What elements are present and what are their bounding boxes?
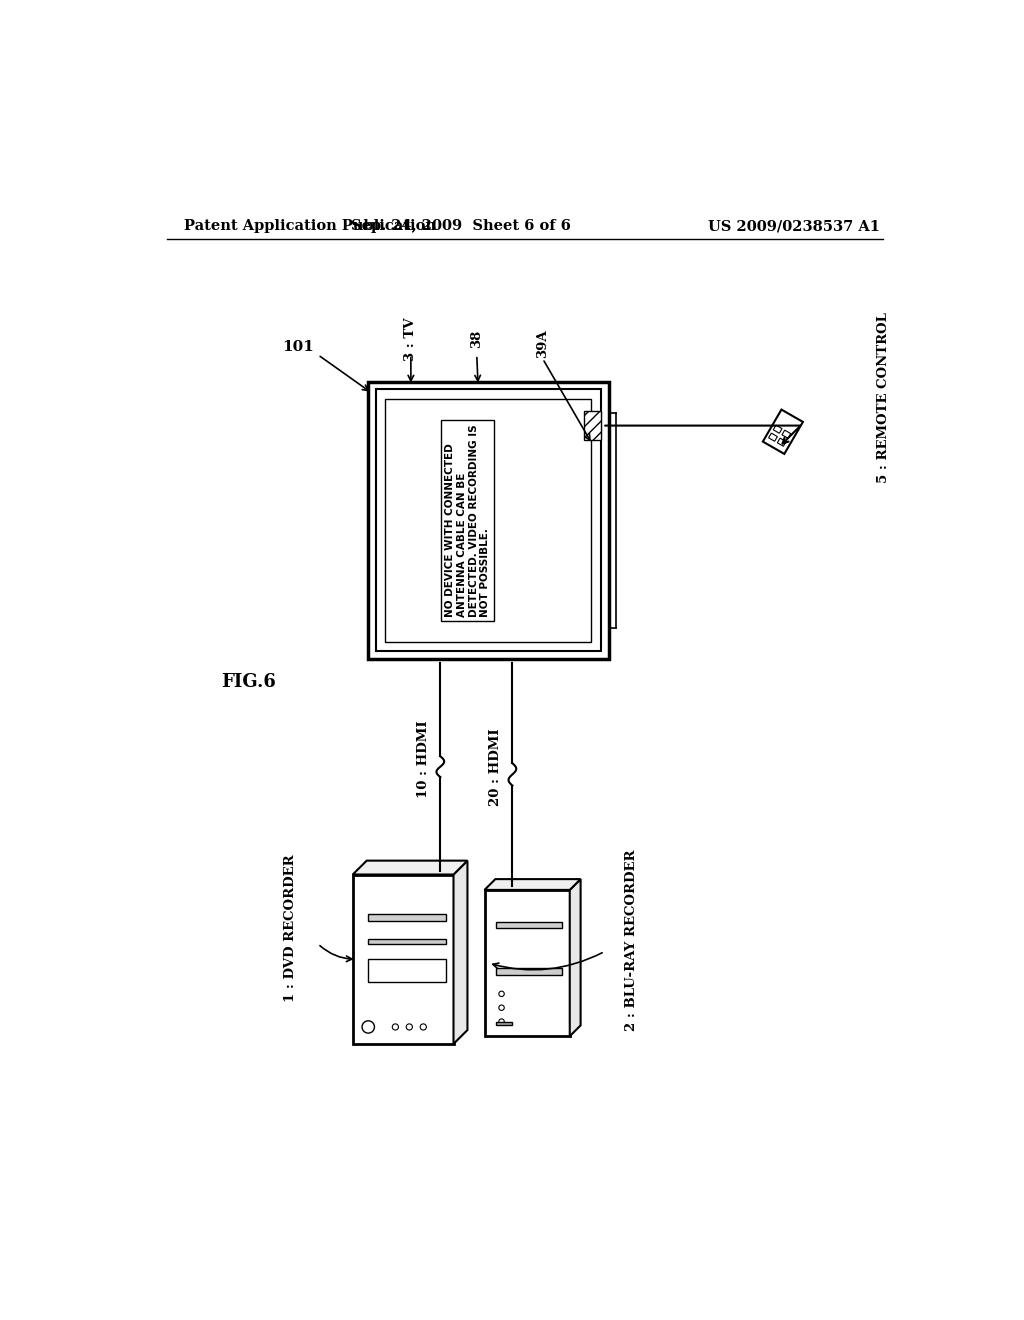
Circle shape (420, 1024, 426, 1030)
Text: 5 : REMOTE CONTROL: 5 : REMOTE CONTROL (878, 312, 890, 483)
Text: FIG.6: FIG.6 (221, 673, 275, 690)
Circle shape (499, 1019, 504, 1024)
Text: 1 : DVD RECORDER: 1 : DVD RECORDER (285, 854, 297, 1002)
Bar (352, 875, 454, 1044)
Bar (376, 389, 601, 651)
Circle shape (362, 1020, 375, 1034)
Bar (369, 381, 608, 659)
Text: 101: 101 (283, 341, 314, 354)
Text: 38: 38 (470, 330, 483, 348)
Text: NO DEVICE WITH CONNECTED
ANTENNA CABLE CAN BE
DETECTED. VIDEO RECORDING IS
NOT P: NO DEVICE WITH CONNECTED ANTENNA CABLE C… (445, 424, 490, 616)
Circle shape (407, 1024, 413, 1030)
Polygon shape (454, 861, 467, 1044)
Text: 10 : HDMI: 10 : HDMI (417, 721, 430, 797)
Text: Patent Application Publication: Patent Application Publication (183, 219, 436, 234)
Polygon shape (484, 879, 581, 890)
Text: 3 : TV: 3 : TV (404, 318, 418, 362)
Polygon shape (352, 861, 467, 875)
Bar (584, 411, 601, 441)
Circle shape (392, 1024, 398, 1030)
Bar (782, 430, 791, 438)
Bar (369, 940, 445, 944)
Text: 39A: 39A (537, 329, 549, 358)
Text: US 2009/0238537 A1: US 2009/0238537 A1 (709, 219, 881, 234)
Bar (369, 960, 445, 982)
Polygon shape (569, 879, 581, 1036)
Bar (496, 923, 562, 928)
Circle shape (499, 1005, 504, 1010)
Bar (484, 890, 569, 1036)
Text: 20 : HDMI: 20 : HDMI (488, 727, 502, 805)
Bar (369, 913, 445, 921)
Bar (385, 399, 592, 642)
Bar (763, 409, 803, 454)
Circle shape (499, 991, 504, 997)
Bar (496, 969, 562, 974)
Bar (496, 1022, 512, 1024)
Bar (773, 425, 782, 433)
Bar (777, 438, 786, 446)
Text: 2 : BLU-RAY RECORDER: 2 : BLU-RAY RECORDER (626, 849, 638, 1031)
Text: Sep. 24, 2009  Sheet 6 of 6: Sep. 24, 2009 Sheet 6 of 6 (351, 219, 571, 234)
Bar (769, 433, 777, 441)
